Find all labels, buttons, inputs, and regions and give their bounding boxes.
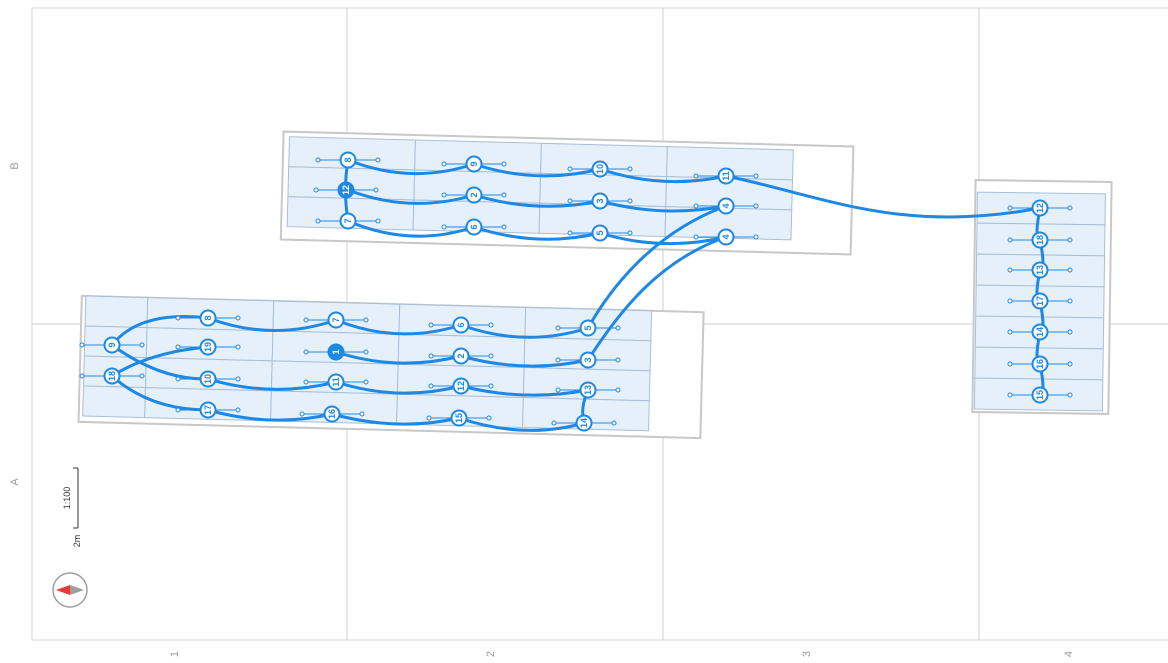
row-label-b: B — [9, 162, 21, 169]
string-node[interactable]: 5 — [567, 224, 633, 242]
string-node[interactable]: 2 — [428, 347, 494, 365]
string-node[interactable]: 11 — [303, 373, 369, 391]
node-label: 4 — [721, 203, 731, 208]
scale-length: 2m — [72, 535, 82, 548]
wire-left-to-top-b — [586, 235, 728, 362]
string-node[interactable]: 4 — [693, 228, 759, 246]
node-label: 18 — [107, 371, 117, 381]
node-label: 8 — [343, 157, 353, 162]
node-label: 6 — [456, 322, 466, 327]
node-label: 3 — [595, 198, 605, 203]
string-node[interactable]: 10 — [175, 370, 241, 388]
compass-icon[interactable] — [52, 572, 88, 608]
row-labels: B A — [9, 162, 21, 485]
node-label: 14 — [579, 418, 589, 428]
string-node[interactable]: 17 — [175, 401, 241, 419]
node-label: 1 — [331, 349, 341, 354]
string-node[interactable]: 12 — [313, 181, 379, 199]
node-label: 10 — [203, 374, 213, 384]
string-node[interactable]: 12 — [1007, 199, 1073, 217]
string-node[interactable]: 18 — [79, 367, 145, 385]
string-node[interactable]: 1 — [303, 343, 369, 361]
node-label: 13 — [583, 385, 593, 395]
string-node[interactable]: 5 — [555, 319, 621, 337]
string-node[interactable]: 7 — [315, 212, 381, 230]
string-node[interactable]: 7 — [303, 311, 369, 329]
string-node[interactable]: 9 — [79, 336, 145, 354]
string-node[interactable]: 16 — [1007, 355, 1073, 373]
string-node[interactable]: 13 — [555, 381, 621, 399]
top-array[interactable] — [279, 130, 855, 256]
column-label-3: 3 — [801, 651, 813, 657]
node-label: 9 — [469, 161, 479, 166]
string-node[interactable]: 14 — [551, 414, 617, 432]
node-label: 15 — [454, 413, 464, 423]
column-label-1: 1 — [169, 651, 181, 657]
node-label: 4 — [721, 234, 731, 239]
node-label: 16 — [1035, 359, 1045, 369]
node-label: 7 — [331, 317, 341, 322]
string-node[interactable]: 13 — [1007, 261, 1073, 279]
node-label: 19 — [203, 342, 213, 352]
column-label-4: 4 — [1063, 651, 1075, 657]
node-label: 9 — [107, 342, 117, 347]
column-labels: 1 2 3 4 — [169, 651, 1075, 657]
string-node[interactable]: 6 — [428, 316, 494, 334]
string-node[interactable]: 4 — [693, 197, 759, 215]
string-node[interactable]: 17 — [1007, 292, 1073, 310]
string-node[interactable]: 15 — [426, 409, 492, 427]
string-node[interactable]: 15 — [1007, 386, 1073, 404]
scale-ratio: 1:100 — [62, 487, 72, 510]
node-label: 12 — [1035, 203, 1045, 213]
node-label: 2 — [456, 353, 466, 358]
node-label: 17 — [1035, 296, 1045, 306]
node-label: 2 — [469, 192, 479, 197]
node-label: 15 — [1035, 390, 1045, 400]
wire-left-to-top-a — [586, 204, 728, 330]
node-label: 10 — [595, 164, 605, 174]
string-node[interactable]: 6 — [441, 218, 507, 236]
node-label: 12 — [456, 381, 466, 391]
node-label: 11 — [331, 377, 341, 387]
string-node[interactable]: 18 — [1007, 231, 1073, 249]
wire-top-to-right — [724, 174, 1042, 219]
node-label: 14 — [1035, 327, 1045, 337]
string-node[interactable]: 3 — [555, 351, 621, 369]
row-label-a: A — [9, 478, 21, 486]
string-node[interactable]: 9 — [441, 155, 507, 173]
wire-top-row1 — [346, 158, 728, 184]
node-label: 18 — [1035, 235, 1045, 245]
string-node[interactable]: 16 — [299, 405, 365, 423]
string-node[interactable]: 8 — [315, 151, 381, 169]
node-label: 11 — [721, 171, 731, 181]
wire-top-row3 — [346, 219, 728, 246]
node-label: 5 — [583, 325, 593, 330]
string-node[interactable]: 3 — [567, 192, 633, 210]
string-node[interactable]: 11 — [693, 167, 759, 185]
string-node[interactable]: 2 — [441, 186, 507, 204]
node-label: 3 — [583, 357, 593, 362]
node-label: 13 — [1035, 265, 1045, 275]
node-label: 17 — [203, 405, 213, 415]
string-node[interactable]: 10 — [567, 160, 633, 178]
string-node[interactable]: 8 — [175, 309, 241, 327]
wire-top-row2 — [346, 188, 728, 213]
node-label: 8 — [203, 315, 213, 320]
column-label-2: 2 — [485, 651, 497, 657]
node-label: 7 — [343, 218, 353, 223]
node-label: 5 — [595, 230, 605, 235]
top-array-panels — [286, 136, 794, 241]
string-node[interactable]: 14 — [1007, 323, 1073, 341]
string-node[interactable]: 12 — [428, 377, 494, 395]
node-label: 6 — [469, 224, 479, 229]
scale-bar: 1:100 2m — [62, 467, 82, 548]
string-node[interactable]: 19 — [175, 338, 241, 356]
node-label: 16 — [327, 409, 337, 419]
node-label: 12 — [341, 185, 351, 195]
